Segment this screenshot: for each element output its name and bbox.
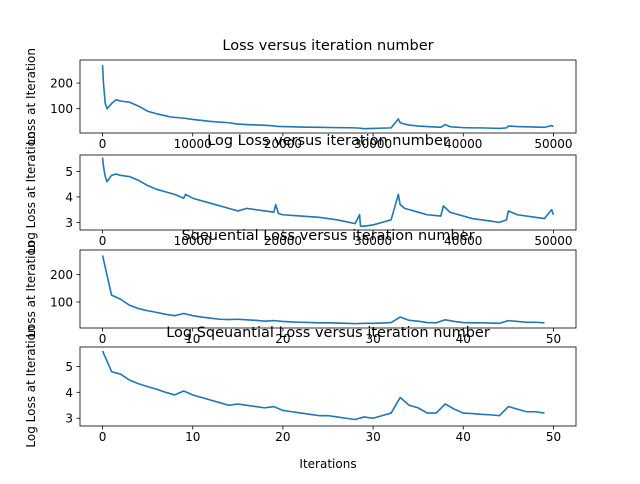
x-tick-label: 30 [365, 430, 380, 444]
y-tick-label: 3 [65, 216, 73, 230]
x-tick-label: 0 [99, 430, 107, 444]
x-tick-label: 10000 [174, 137, 212, 151]
x-tick-label: 30000 [354, 234, 392, 248]
subplot-2: 0 10000 20000 30000 40000 50000 3 4 5 Log Loss ve… [24, 131, 577, 254]
x-tick-label: 0 [99, 332, 107, 346]
subplot-title: Loss versus iteration number [222, 38, 433, 54]
y-axis-label: Log Loss at Iteration [24, 131, 38, 253]
subplot-1: 0 10000 20000 30000 40000 50000 100 200 Loss ver… [24, 38, 577, 151]
series-line-1 [101, 350, 545, 421]
subplot-4: 0 10 20 30 40 50 3 4 5 Log Sqeuantial Loss versus… [24, 325, 577, 471]
x-tick-label: 50000 [534, 234, 572, 248]
y-tick-label: 4 [65, 386, 73, 400]
y-tick-label: 100 [50, 102, 73, 116]
x-tick-label: 20000 [264, 137, 302, 151]
series-line-1 [101, 255, 545, 325]
y-axis-label: Log Loss at Iteration [24, 325, 38, 447]
axes-frame [79, 249, 577, 329]
x-tick-label: 10000 [174, 234, 212, 248]
y-tick-label: 4 [65, 190, 73, 204]
subplot-3: 0 10 20 30 40 50 100 200 Sqeuential Loss versus … [24, 228, 577, 346]
x-tick-label: 30 [365, 332, 380, 346]
subplot-title: Log Sqeuantial Loss versus iteration num… [166, 325, 490, 341]
x-tick-label: 20000 [264, 234, 302, 248]
x-tick-label: 40000 [444, 137, 482, 151]
x-tick-label: 10 [185, 430, 200, 444]
subplot-title: Sqeuential Loss versus iteration number [181, 228, 474, 244]
y-tick-label: 5 [65, 360, 73, 374]
axes-frame [79, 154, 577, 231]
x-tick-label: 40 [456, 332, 471, 346]
x-tick-label: 50 [546, 430, 561, 444]
x-tick-label: 20 [275, 430, 290, 444]
y-tick-label: 200 [50, 268, 73, 282]
axes-frame [79, 346, 577, 427]
y-tick-label: 200 [50, 77, 73, 91]
series-line-1 [101, 65, 554, 130]
x-axis-label: Iterations [299, 457, 356, 471]
x-tick-label: 50000 [534, 137, 572, 151]
y-tick-label: 3 [65, 412, 73, 426]
y-axis-label: Loss at Iteration [24, 48, 38, 145]
series-line-1 [101, 157, 555, 227]
x-tick-label: 30000 [354, 137, 392, 151]
y-axis-label: Loss at Iteration [24, 241, 38, 338]
x-tick-label: 0 [99, 234, 107, 248]
subplot-title: Log Loss versus iteration number [207, 133, 449, 149]
axes-frame [79, 59, 577, 134]
y-tick-label: 5 [65, 165, 73, 179]
x-tick-label: 0 [99, 137, 107, 151]
x-tick-label: 40000 [444, 234, 482, 248]
x-tick-label: 40 [456, 430, 471, 444]
x-tick-label: 20 [275, 332, 290, 346]
y-tick-label: 100 [50, 296, 73, 310]
x-tick-label: 50 [546, 332, 561, 346]
x-tick-label: 10 [185, 332, 200, 346]
